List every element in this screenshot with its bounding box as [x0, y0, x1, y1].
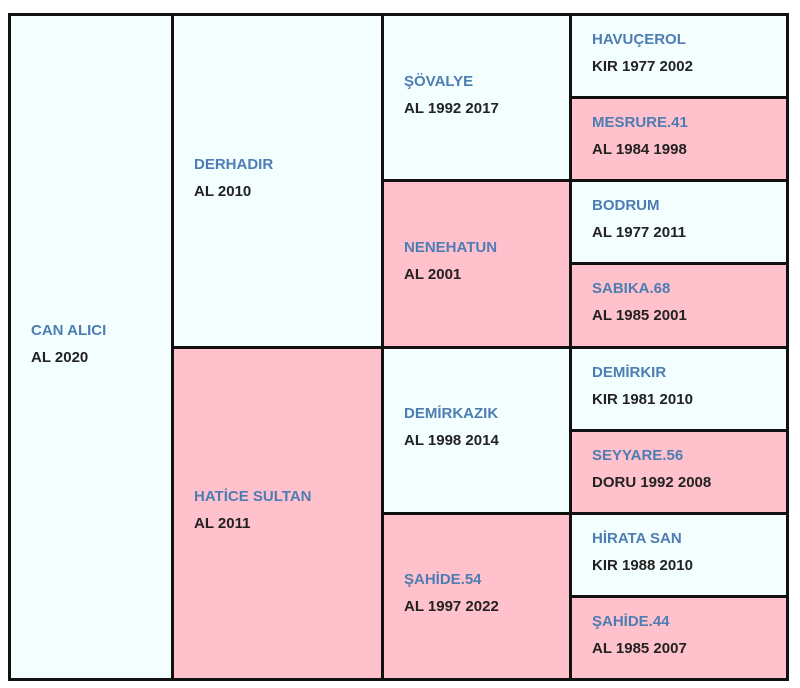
horse-info: AL 2010 [194, 182, 252, 200]
horse-name: HAVUÇEROL [592, 31, 686, 49]
great-grandparent-cell: ŞAHİDE.44 AL 1985 2007 [569, 594, 789, 682]
grandparent-cell: ŞÖVALYE AL 1992 2017 [381, 12, 572, 183]
horse-name: ŞÖVALYE [404, 72, 474, 90]
grandparent-cell: DEMİRKAZIK AL 1998 2014 [381, 345, 572, 515]
horse-info: AL 1985 2001 [592, 307, 687, 325]
parent-cell: DERHADIR AL 2010 [171, 13, 384, 349]
horse-info: AL 2020 [31, 349, 89, 366]
great-grandparent-cell: SEYYARE.56 DORU 1992 2008 [569, 428, 789, 515]
horse-name: ŞAHİDE.44 [592, 612, 670, 630]
horse-info: AL 1998 2014 [404, 432, 499, 450]
horse-info: DORU 1992 2008 [592, 473, 712, 491]
subject-cell: CAN ALICI AL 2020 [8, 13, 174, 681]
horse-info: AL 2011 [194, 515, 251, 533]
horse-name: HATİCE SULTAN [194, 488, 312, 506]
horse-name: BODRUM [592, 197, 660, 215]
horse-info: KIR 1988 2010 [592, 556, 693, 574]
horse-info: AL 1997 2022 [404, 598, 499, 616]
horse-info: KIR 1981 2010 [592, 390, 693, 408]
horse-name: DERHADIR [194, 155, 274, 173]
great-grandparent-cell: BODRUM AL 1977 2011 [569, 179, 789, 266]
horse-info: AL 1985 2007 [592, 639, 687, 657]
horse-name: CAN ALICI [31, 322, 107, 339]
parent-cell: HATİCE SULTAN AL 2011 [171, 345, 384, 681]
grandparent-cell: ŞAHİDE.54 AL 1997 2022 [381, 511, 572, 682]
great-grandparent-cell: SABIKA.68 AL 1985 2001 [569, 262, 789, 349]
pedigree-table: CAN ALICI AL 2020 DERHADIR AL 2010 ŞÖVALYE… [8, 12, 789, 682]
grandparent-cell: NENEHATUN AL 2001 [381, 179, 572, 349]
great-grandparent-cell: DEMİRKIR KIR 1981 2010 [569, 345, 789, 432]
horse-info: KIR 1977 2002 [592, 58, 693, 76]
horse-name: ŞAHİDE.54 [404, 571, 482, 589]
horse-name: MESRURE.41 [592, 114, 688, 132]
horse-name: HİRATA SAN [592, 529, 682, 547]
horse-name: NENEHATUN [404, 238, 498, 256]
horse-info: AL 2001 [404, 265, 462, 283]
great-grandparent-cell: HAVUÇEROL KIR 1977 2002 [569, 12, 789, 100]
horse-name: SEYYARE.56 [592, 446, 684, 464]
horse-name: DEMİRKIR [592, 363, 667, 381]
horse-name: DEMİRKAZIK [404, 405, 499, 423]
horse-name: SABIKA.68 [592, 280, 671, 298]
great-grandparent-cell: MESRURE.41 AL 1984 1998 [569, 96, 789, 183]
great-grandparent-cell: HİRATA SAN KIR 1988 2010 [569, 511, 789, 598]
horse-info: AL 1977 2011 [592, 224, 686, 242]
horse-info: AL 1992 2017 [404, 99, 499, 117]
horse-info: AL 1984 1998 [592, 141, 687, 159]
